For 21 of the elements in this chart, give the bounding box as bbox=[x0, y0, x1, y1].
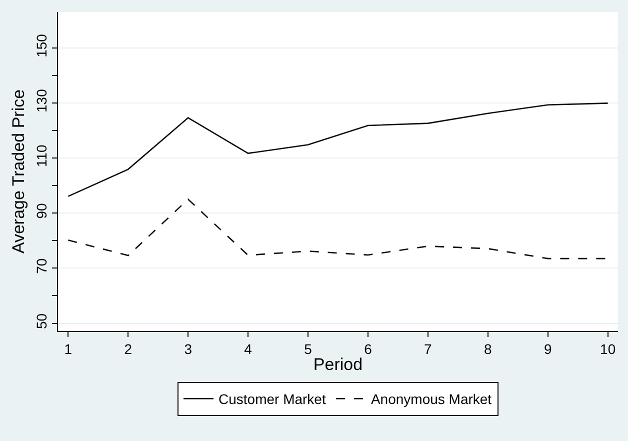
y-axis-title: Average Traded Price bbox=[8, 89, 28, 254]
legend-label: Anonymous Market bbox=[370, 391, 492, 408]
x-tick-label: 3 bbox=[184, 340, 192, 357]
legend-label: Customer Market bbox=[218, 391, 326, 408]
x-tick-label: 9 bbox=[544, 340, 552, 357]
y-tick-label: 130 bbox=[33, 88, 50, 112]
x-tick-label: 7 bbox=[424, 340, 432, 357]
y-tick-label: 90 bbox=[33, 203, 50, 219]
x-tick-label: 5 bbox=[304, 340, 312, 357]
x-axis-title: Period bbox=[313, 355, 363, 374]
x-tick-label: 6 bbox=[364, 340, 372, 357]
line-series bbox=[68, 102, 608, 197]
y-tick-label: 150 bbox=[33, 34, 50, 58]
y-tick-label: 110 bbox=[33, 144, 50, 168]
y-tick-label: 70 bbox=[33, 258, 50, 274]
x-tick-label: 4 bbox=[244, 340, 252, 357]
x-tick-label: 1 bbox=[64, 340, 72, 357]
x-tick-label: 10 bbox=[600, 340, 616, 357]
y-tick-label: 50 bbox=[33, 313, 50, 329]
x-tick-label: 2 bbox=[124, 340, 132, 357]
x-tick-label: 8 bbox=[484, 340, 492, 357]
